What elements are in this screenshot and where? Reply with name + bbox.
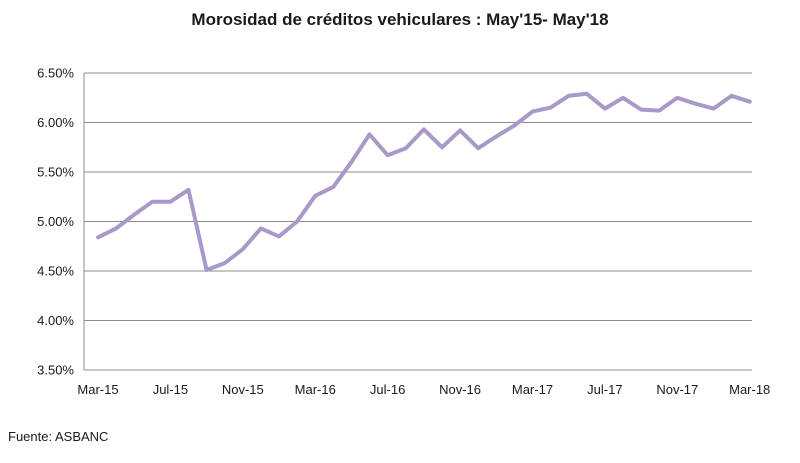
y-tick-label: 3.50% [37,363,74,378]
x-tick-label: Mar-18 [729,382,770,397]
y-tick-label: 5.50% [37,165,74,180]
x-tick-label: Jul-17 [587,382,622,397]
x-tick-label: Nov-15 [222,382,264,397]
series-line [96,91,752,272]
chart-title: Morosidad de créditos vehiculares : May'… [191,10,609,29]
y-tick-label: 4.50% [37,264,74,279]
x-tick-label: Jul-16 [370,382,405,397]
x-tick-label: Mar-16 [295,382,336,397]
x-tick-label: Nov-17 [656,382,698,397]
x-tick-labels: Mar-15 Jul-15 Nov-15 Mar-16 Jul-16 Nov-16 Mar-… [77,382,770,397]
x-tick-label: Nov-16 [439,382,481,397]
y-tick-label: 6.00% [37,115,74,130]
source-note: Fuente: ASBANC [8,429,109,444]
x-tick-label: Jul-15 [153,382,188,397]
grid-lines [84,72,752,371]
x-tick-label: Mar-15 [77,382,118,397]
y-tick-label: 6.50% [37,66,74,81]
y-tick-label: 4.00% [37,313,74,328]
series-layer [96,91,752,272]
y-tick-label: 5.00% [37,214,74,229]
x-tick-label: Mar-17 [512,382,553,397]
y-tick-labels: 3.50% 4.00% 4.50% 5.00% 5.50% 6.00% 6.50% [37,66,74,378]
